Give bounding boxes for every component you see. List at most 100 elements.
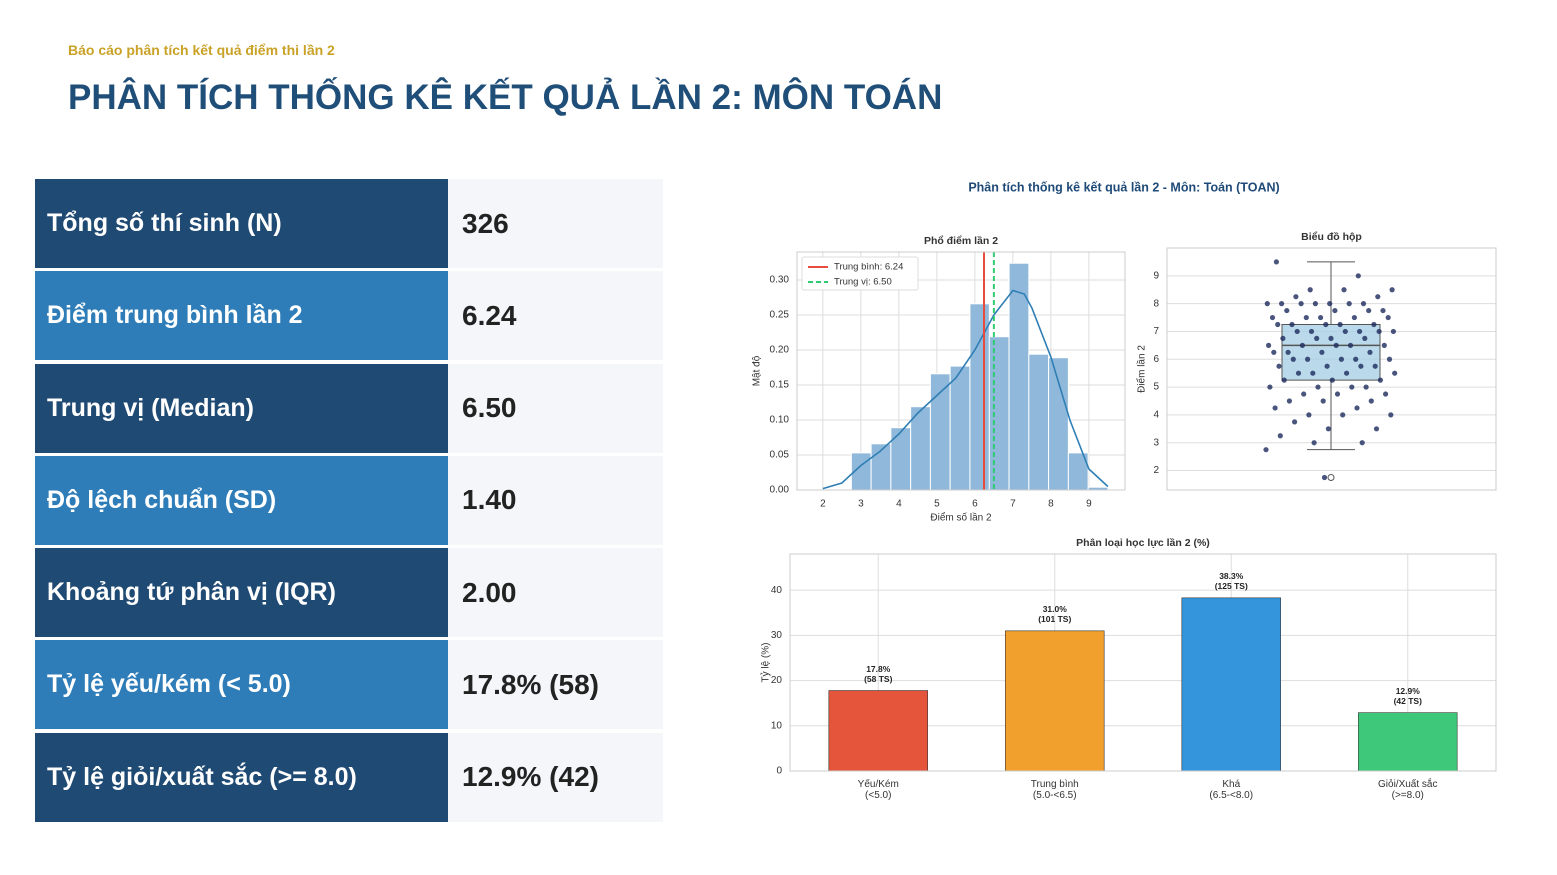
point [1325,426,1331,432]
y-axis-label: Mật độ [752,355,763,386]
point [1321,474,1328,481]
point [1305,356,1311,362]
stats-table: Tổng số thí sinh (N) 326 Điểm trung bình l… [35,179,663,825]
point [1293,294,1299,300]
point [1362,335,1368,342]
y-tick-label: 30 [771,630,783,641]
point [1354,405,1360,411]
row-value: 17.8% (58) [448,640,663,730]
point [1359,440,1365,446]
y-tick-label: 7 [1153,326,1159,337]
point [1355,273,1361,279]
point [1290,356,1296,362]
y-tick-label: 0 [776,766,782,777]
row-value: 12.9% (42) [448,732,663,822]
point [1333,342,1339,348]
point [1308,328,1315,335]
point [1294,328,1300,335]
point [1269,314,1276,321]
row-label: Trung vị (Median) [35,363,448,453]
point [1342,328,1348,335]
chart-title: Biểu đồ hộp [1301,231,1362,243]
x-tick-label: 3 [858,499,864,510]
point [1340,412,1346,418]
y-tick-label: 9 [1153,270,1159,281]
point [1375,294,1381,300]
x-tick-label: 8 [1048,499,1054,510]
row-value: 1.40 [448,455,663,545]
table-row: Trung vị (Median) 6.50 [35,363,663,453]
bar [1181,597,1281,772]
table-row: Tỷ lệ yếu/kém (< 5.0) 17.8% (58) [35,640,663,730]
y-tick-label: 0.20 [770,345,790,356]
point [1320,398,1326,404]
point [1315,384,1321,390]
point [1371,321,1377,328]
point [1347,342,1354,348]
chart-title: Phổ điểm lần 2 [924,235,998,247]
point [1303,314,1309,321]
y-tick-label: 0.00 [770,485,790,496]
y-axis-label: Điểm lần 2 [1136,345,1148,393]
point [1381,342,1387,348]
page-title: PHÂN TÍCH THỐNG KÊ KẾT QUẢ LẦN 2: MÔN TO… [68,78,943,117]
point [1338,356,1344,362]
legend-box [801,256,919,291]
y-tick-label: 4 [1153,410,1159,421]
point [1301,391,1307,397]
y-tick-label: 40 [771,585,783,596]
point [1281,377,1287,383]
y-tick-label: 0.10 [770,415,790,426]
point [1358,363,1364,369]
table-row: Tỷ lệ giỏi/xuất sắc (>= 8.0) 12.9% (42) [35,732,663,822]
x-tick-label: 7 [1010,499,1016,510]
row-label: Tổng số thí sinh (N) [35,179,448,268]
y-tick-label: 10 [771,720,783,731]
point [1329,377,1335,383]
point [1298,301,1304,307]
point [1264,301,1270,307]
point [1344,370,1350,376]
x-tick-label: 9 [1086,499,1092,510]
axes-frame [789,553,1497,772]
point [1386,356,1393,362]
point [1307,287,1313,293]
legend-label: Trung vị: 6.50 [834,277,892,288]
value-label: 31.0% (101 TS) [1038,603,1072,624]
row-label: Độ lệch chuẩn (SD) [35,455,448,545]
y-tick-label: 5 [1153,382,1159,393]
charts: Phân tích thống kê kết quả lần 2 - Môn: … [752,180,1497,777]
point [1292,419,1298,425]
point [1324,363,1330,369]
point [1310,370,1316,376]
point [1357,328,1363,335]
axes-frame [796,251,1126,491]
value-label: 38.3% (125 TS) [1214,570,1248,591]
row-label: Khoảng tứ phân vị (IQR) [35,548,448,638]
x-axis-label: Điểm số lần 2 [930,512,992,524]
point [1337,321,1343,328]
point [1266,342,1272,348]
figure: Phân tích thống kê kết quả lần 2 - Môn: … [740,170,1515,815]
point [1319,349,1325,355]
point [1285,349,1291,355]
point [1306,412,1312,418]
point [1353,356,1359,362]
point [1277,433,1283,439]
axes-frame [1166,247,1497,491]
point [1286,398,1292,404]
point [1380,307,1386,314]
table-row: Độ lệch chuẩn (SD) 1.40 [35,455,663,545]
point [1295,370,1302,376]
figure-title: Phân tích thống kê kết quả lần 2 - Môn: … [968,180,1279,194]
point [1377,377,1383,383]
y-tick-label: 8 [1153,298,1159,309]
value-label: 12.9% (42 TS) [1393,685,1422,706]
point [1389,287,1395,293]
point [1363,384,1369,390]
row-value: 326 [448,179,663,268]
y-tick-label: 0.05 [770,450,790,461]
point [1351,314,1357,321]
point [1289,321,1295,328]
y-tick-label: 0.25 [770,310,790,321]
